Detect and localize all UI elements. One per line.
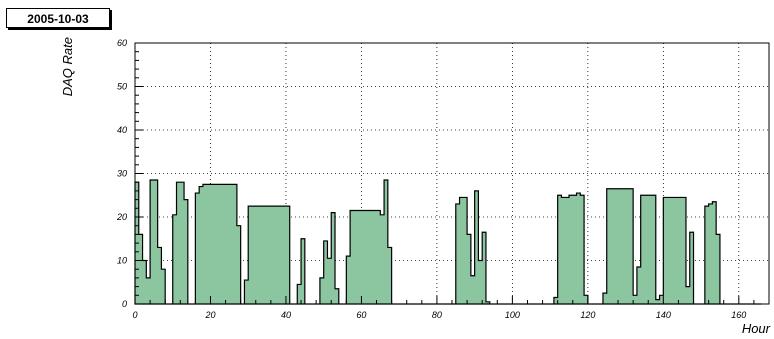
y-tick-label: 0 — [122, 299, 127, 309]
x-tick-label: 80 — [432, 310, 442, 320]
y-tick-label: 50 — [117, 82, 127, 92]
y-tick-label: 10 — [117, 256, 127, 266]
x-tick-label: 0 — [132, 310, 137, 320]
x-axis-title: Hour — [742, 321, 771, 336]
y-axis-title: DAQ Rate — [60, 37, 75, 96]
y-tick-label: 40 — [117, 125, 127, 135]
x-tick-label: 140 — [656, 310, 671, 320]
x-tick-label: 40 — [281, 310, 291, 320]
x-tick-label: 100 — [505, 310, 520, 320]
x-tick-label: 160 — [731, 310, 746, 320]
x-tick-label: 120 — [580, 310, 595, 320]
x-tick-label: 20 — [204, 310, 215, 320]
x-tick-label: 60 — [356, 310, 366, 320]
y-tick-label: 30 — [117, 169, 127, 179]
y-tick-label: 60 — [117, 38, 127, 48]
y-tick-label: 20 — [116, 212, 127, 222]
date-label: 2005-10-03 — [6, 8, 110, 28]
axes: 0 20 40 60 80 100 120 140 160 0 10 20 30 40 50 60 — [116, 38, 770, 320]
